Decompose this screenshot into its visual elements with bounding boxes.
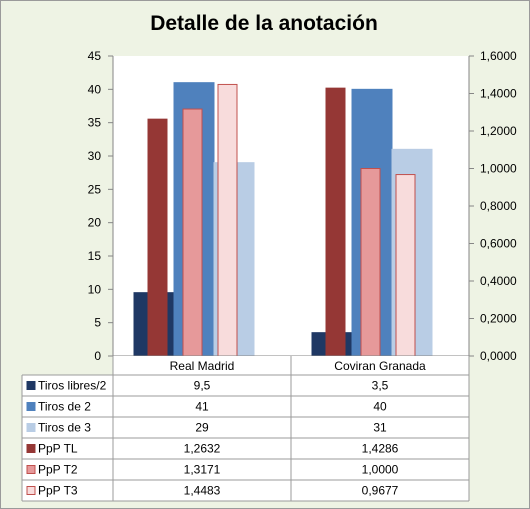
data-label: 40 xyxy=(373,400,387,414)
data-label: 1,0000 xyxy=(362,463,399,477)
x-category-label: Real Madrid xyxy=(170,359,235,373)
y-left-tick-label: 35 xyxy=(88,116,102,130)
bar-ppp-t3-1 xyxy=(395,174,416,357)
data-label: 29 xyxy=(195,421,209,435)
y-left-tick-label: 45 xyxy=(88,49,102,63)
chart-title: Detalle de la anotación xyxy=(150,12,378,35)
data-label: 41 xyxy=(195,400,209,414)
y-right-tick-label: 0,0000 xyxy=(480,349,517,363)
bar-ppp-t2-0 xyxy=(182,108,203,357)
y-right-tick-label: 1,6000 xyxy=(480,49,517,63)
y-right-tick-label: 0,6000 xyxy=(480,237,517,251)
data-label: 9,5 xyxy=(194,379,211,393)
y-right-tick-label: 0,4000 xyxy=(480,274,517,288)
legend-label: PpP T2 xyxy=(38,463,78,477)
legend-label: Tiros de 3 xyxy=(38,421,91,435)
legend-label: Tiros libres/2 xyxy=(38,379,107,393)
y-left-tick-label: 30 xyxy=(88,149,102,163)
y-right-tick-label: 0,8000 xyxy=(480,199,517,213)
y-left-tick-label: 40 xyxy=(88,82,102,96)
bar-ppp-tl-1 xyxy=(325,87,346,357)
data-label: 0,9677 xyxy=(362,484,399,498)
legend-key xyxy=(26,444,36,453)
legend-key xyxy=(26,486,36,495)
y-right-tick-label: 1,2000 xyxy=(480,124,517,138)
bar-ppp-tl-0 xyxy=(147,118,168,357)
legend-key xyxy=(26,423,36,432)
bar-ppp-t3-0 xyxy=(217,83,238,357)
y-right-tick-label: 0,2000 xyxy=(480,312,517,326)
data-label: 1,4286 xyxy=(362,442,399,456)
y-right-tick-label: 1,0000 xyxy=(480,162,517,176)
data-label: 1,3171 xyxy=(184,463,221,477)
legend-key xyxy=(26,381,36,390)
y-left-tick-label: 5 xyxy=(94,316,101,330)
legend-label: PpP TL xyxy=(38,442,78,456)
y-left-tick-label: 20 xyxy=(88,216,102,230)
y-right-tick-label: 1,4000 xyxy=(480,87,517,101)
y-left-tick-label: 0 xyxy=(94,349,101,363)
bar-ppp-t2-1 xyxy=(360,168,381,357)
legend-label: Tiros de 2 xyxy=(38,400,91,414)
legend-label: PpP T3 xyxy=(38,484,78,498)
data-label: 31 xyxy=(373,421,387,435)
legend-key xyxy=(26,465,36,474)
y-left-tick-label: 25 xyxy=(88,182,102,196)
y-left-tick-label: 10 xyxy=(88,282,102,296)
data-label: 3,5 xyxy=(372,379,389,393)
data-label: 1,4483 xyxy=(184,484,221,498)
legend-key xyxy=(26,402,36,411)
x-category-label: Coviran Granada xyxy=(334,359,426,373)
data-label: 1,2632 xyxy=(184,442,221,456)
y-left-tick-label: 15 xyxy=(88,249,102,263)
